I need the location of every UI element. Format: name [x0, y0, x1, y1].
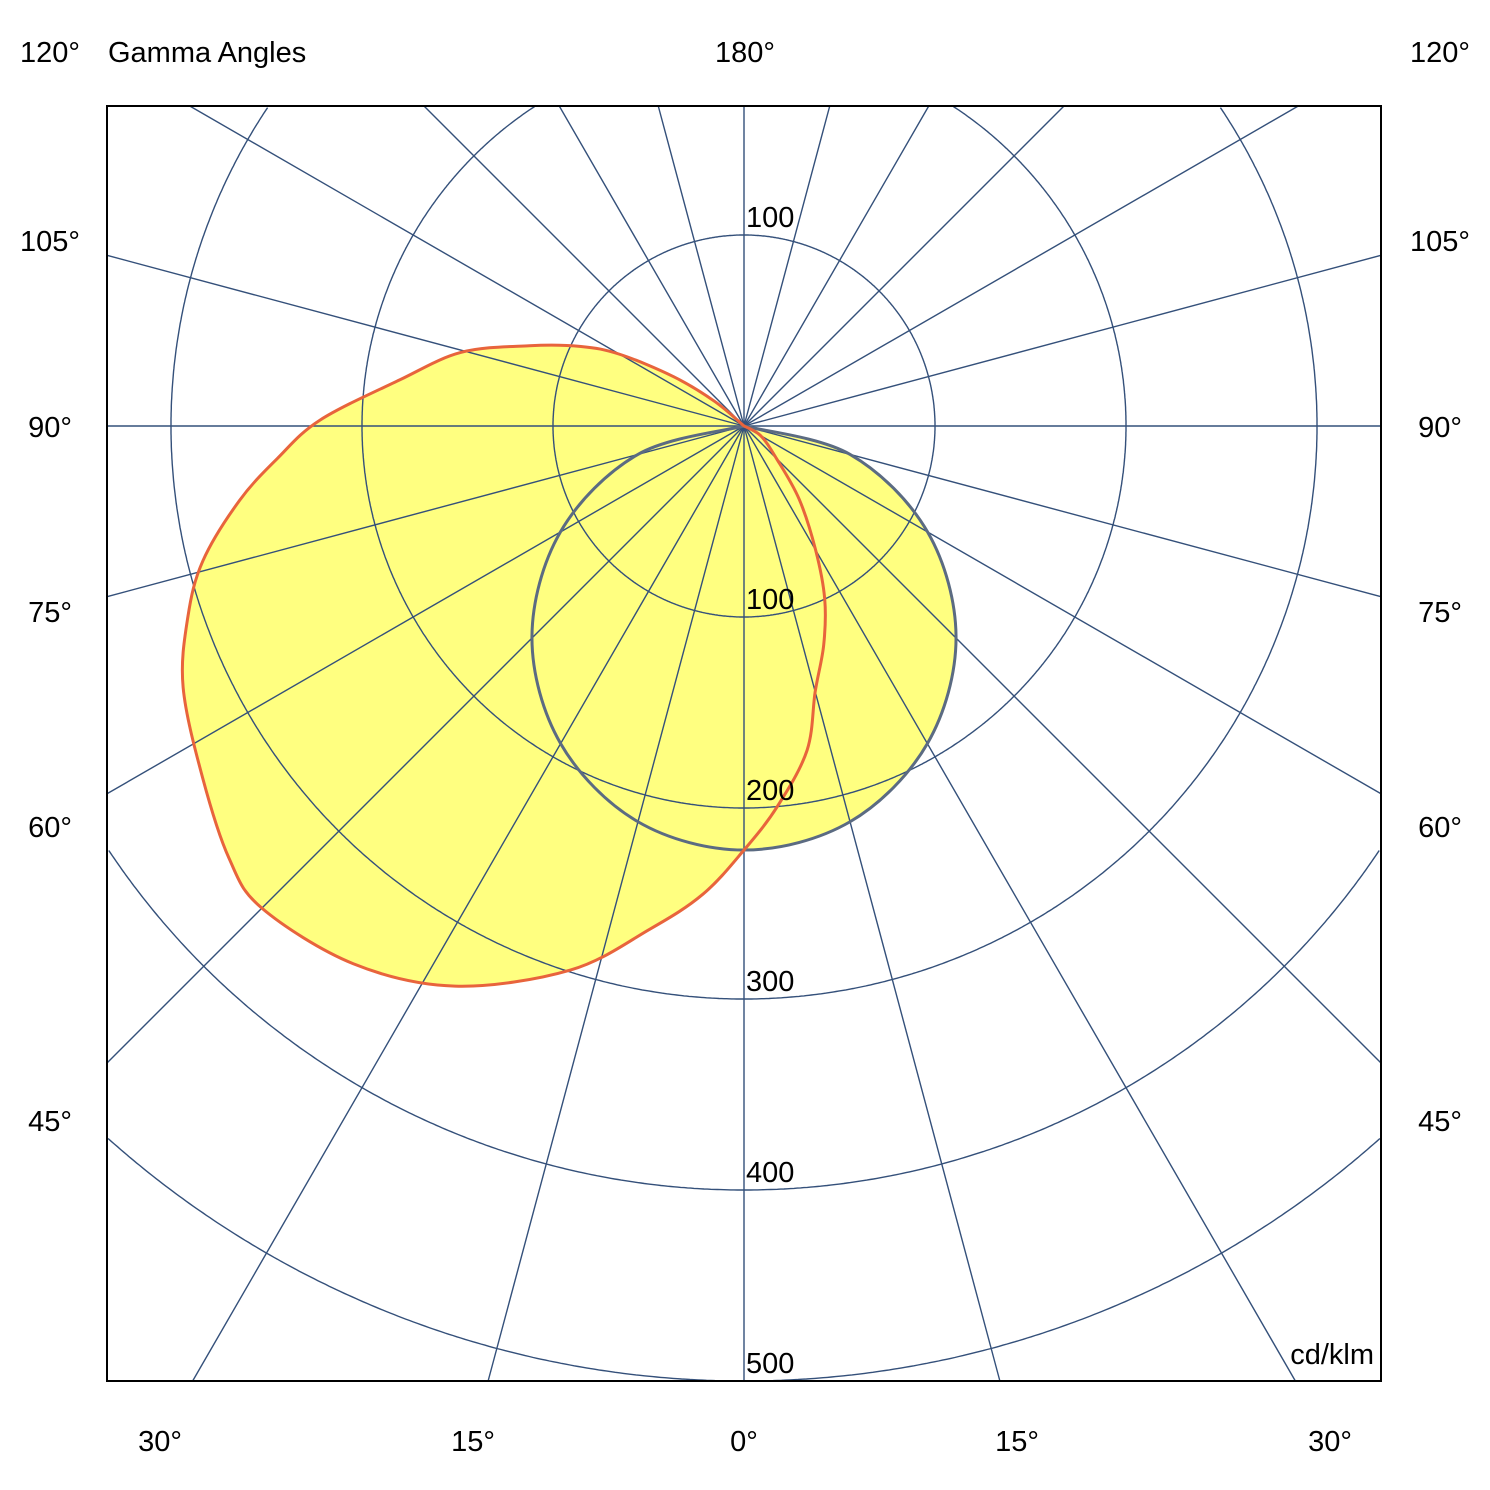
angle-label-left: 105°: [20, 226, 80, 258]
grid-spoke-165: [657, 105, 745, 427]
angle-label-bottom: 0°: [730, 1426, 758, 1458]
grid-spoke-15: [487, 425, 745, 1382]
radial-tick-label-upper: 100: [746, 202, 794, 234]
unit-label: cd/klm: [1290, 1339, 1374, 1371]
angle-label-left: 90°: [28, 412, 72, 444]
grid-spoke-45: [106, 425, 745, 1064]
grid-spoke-150: [558, 105, 745, 427]
angle-label-right: 75°: [1418, 597, 1462, 629]
grid-circle-300: [170, 107, 1318, 1000]
angle-label-right: 105°: [1410, 226, 1470, 258]
angle-label-left: 60°: [28, 812, 72, 844]
chart-title: Gamma Angles: [108, 37, 306, 69]
radial-tick-label-lower: 400: [746, 1157, 794, 1189]
angle-label-bottom: 15°: [995, 1426, 1039, 1458]
angle-label-left: 45°: [28, 1106, 72, 1138]
angle-label-bottom: 30°: [138, 1426, 182, 1458]
grid-spoke-210: [743, 105, 930, 427]
radial-tick-label-lower: 300: [746, 966, 794, 998]
angle-label-left: 75°: [28, 597, 72, 629]
grid-spoke-105: [106, 254, 745, 427]
grid-circle-200: [361, 105, 1127, 809]
radial-tick-label-lower: 100: [746, 584, 794, 616]
plot-frame: [106, 105, 1382, 1382]
angle-label-right: 90°: [1418, 412, 1462, 444]
grid-spoke-30: [192, 425, 745, 1382]
grid-spoke-315: [743, 425, 1382, 1064]
grid-spoke-345: [743, 425, 1001, 1382]
grid-spoke-135: [423, 105, 745, 427]
series-line-1: [180, 343, 827, 988]
angle-label-right: 60°: [1418, 812, 1462, 844]
radial-tick-label-lower: 500: [746, 1348, 794, 1380]
radial-tick-label-lower: 200: [746, 775, 794, 807]
grid-spoke-225: [743, 105, 1065, 427]
grid-spoke-255: [743, 254, 1382, 427]
grid-spoke-330: [743, 425, 1296, 1382]
angle-label-bottom: 15°: [451, 1426, 495, 1458]
angle-label-top: 180°: [715, 37, 775, 69]
angle-label-top: 120°: [20, 37, 80, 69]
angle-label-bottom: 30°: [1308, 1426, 1352, 1458]
angle-label-top: 120°: [1410, 37, 1470, 69]
grid-spoke-60: [106, 425, 745, 795]
grid-spoke-195: [743, 105, 831, 427]
angle-label-right: 45°: [1418, 1106, 1462, 1138]
grid-spoke-240: [743, 105, 1299, 427]
grid-spoke-300: [743, 425, 1382, 795]
grid-spoke-120: [189, 105, 745, 427]
